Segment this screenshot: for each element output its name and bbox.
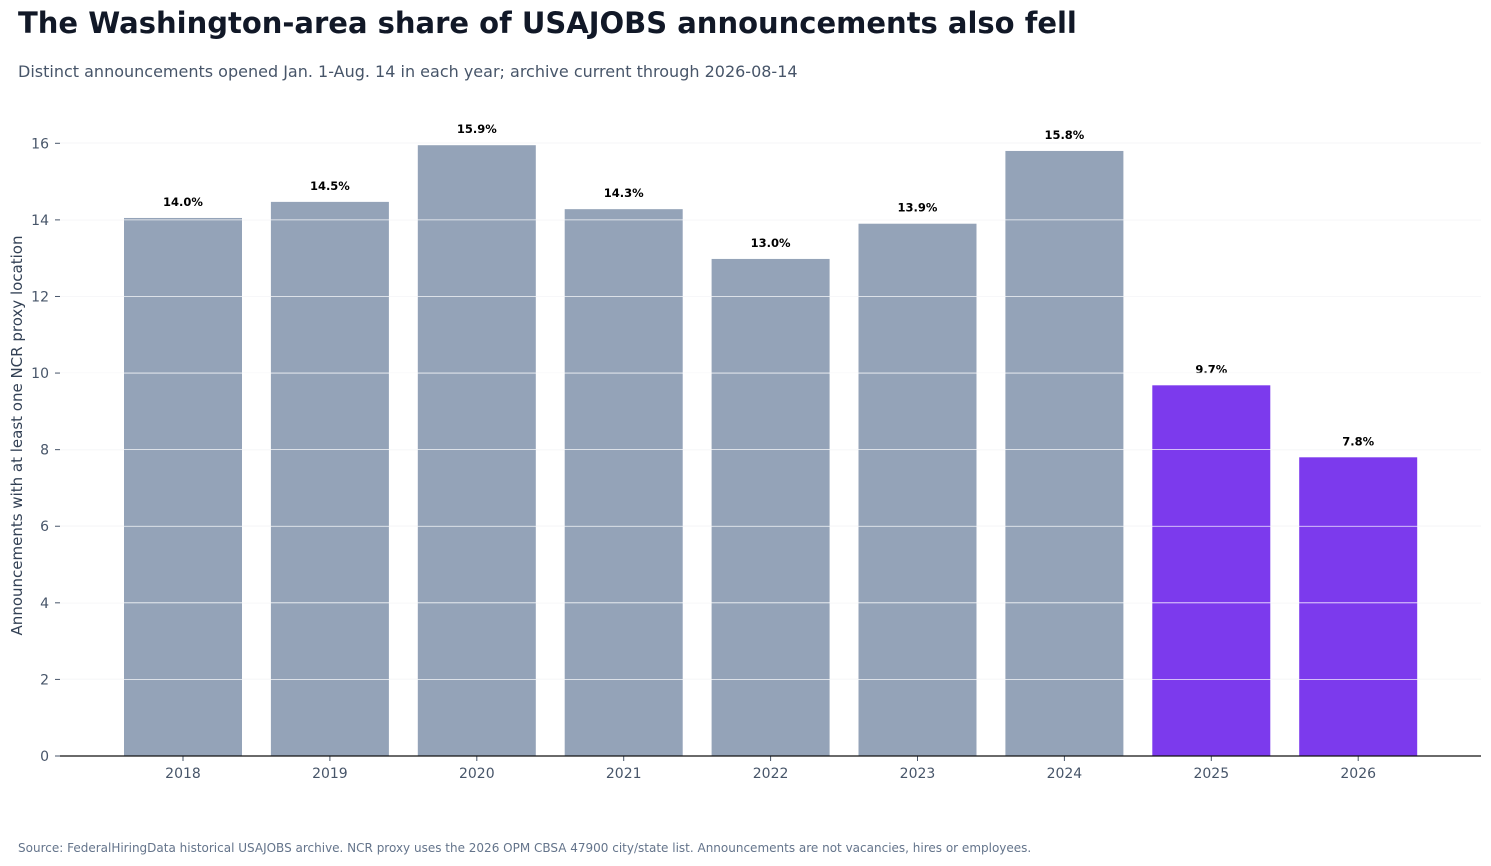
bar-2020	[417, 145, 536, 757]
bar-2026	[1299, 457, 1418, 756]
y-tick-label: 16	[31, 136, 49, 152]
y-axis-label: Announcements with at least one NCR prox…	[8, 236, 26, 636]
bar-2024	[1005, 150, 1124, 756]
bar-value-label: 13.9%	[898, 201, 938, 215]
x-tick-label: 2021	[606, 766, 642, 782]
y-tick-label: 4	[40, 596, 49, 612]
bar-value-label: 9.7%	[1195, 362, 1227, 376]
x-tick-label: 2025	[1193, 766, 1229, 782]
bar-value-label: 14.5%	[310, 179, 350, 193]
bar-2021	[564, 209, 683, 756]
bar-value-label: 7.8%	[1342, 434, 1374, 448]
source-note: Source: FederalHiringData historical USA…	[18, 841, 1032, 855]
bar-2023	[858, 223, 977, 756]
axes: 0 2 4 6 8 10 12 14 16 2018 2019 2020 2021 2022 2023 202…	[8, 136, 1481, 782]
x-tick-label: 2018	[165, 766, 201, 782]
bar-value-label: 15.8%	[1044, 128, 1084, 142]
bar-value-label: 14.3%	[604, 186, 644, 200]
x-tick-label: 2020	[459, 766, 495, 782]
x-tick-label: 2024	[1047, 766, 1083, 782]
bar-value-label: 15.9%	[457, 122, 497, 136]
y-tick-label: 12	[31, 289, 49, 305]
bar-labels: 14.0% 14.5% 15.9% 14.3% 13.0% 13.9% 15.8% 9.7% 7…	[60, 122, 1481, 680]
bar-value-label: 13.0%	[751, 236, 791, 250]
y-tick-label: 2	[40, 672, 49, 688]
bar-2018	[124, 217, 242, 756]
x-tick-label: 2023	[900, 766, 936, 782]
bar-2022	[711, 258, 830, 756]
x-tick-label: 2022	[753, 766, 789, 782]
bars	[124, 145, 1418, 757]
bar-2025	[1152, 385, 1271, 756]
y-tick-label: 6	[40, 519, 49, 535]
chart-title: The Washington-area share of USAJOBS ann…	[18, 6, 1077, 40]
chart-subtitle: Distinct announcements opened Jan. 1-Aug…	[18, 62, 798, 81]
y-tick-label: 14	[31, 213, 49, 229]
y-tick-label: 0	[40, 749, 49, 765]
bar-2019	[270, 201, 389, 756]
x-tick-label: 2019	[312, 766, 348, 782]
y-tick-label: 10	[31, 366, 49, 382]
x-tick-label: 2026	[1340, 766, 1376, 782]
y-tick-label: 8	[40, 443, 49, 459]
bar-chart: 0 2 4 6 8 10 12 14 16 2018 2019 2020 2021 2022 2023 202…	[8, 122, 1481, 782]
bar-value-label: 14.0%	[163, 195, 203, 209]
